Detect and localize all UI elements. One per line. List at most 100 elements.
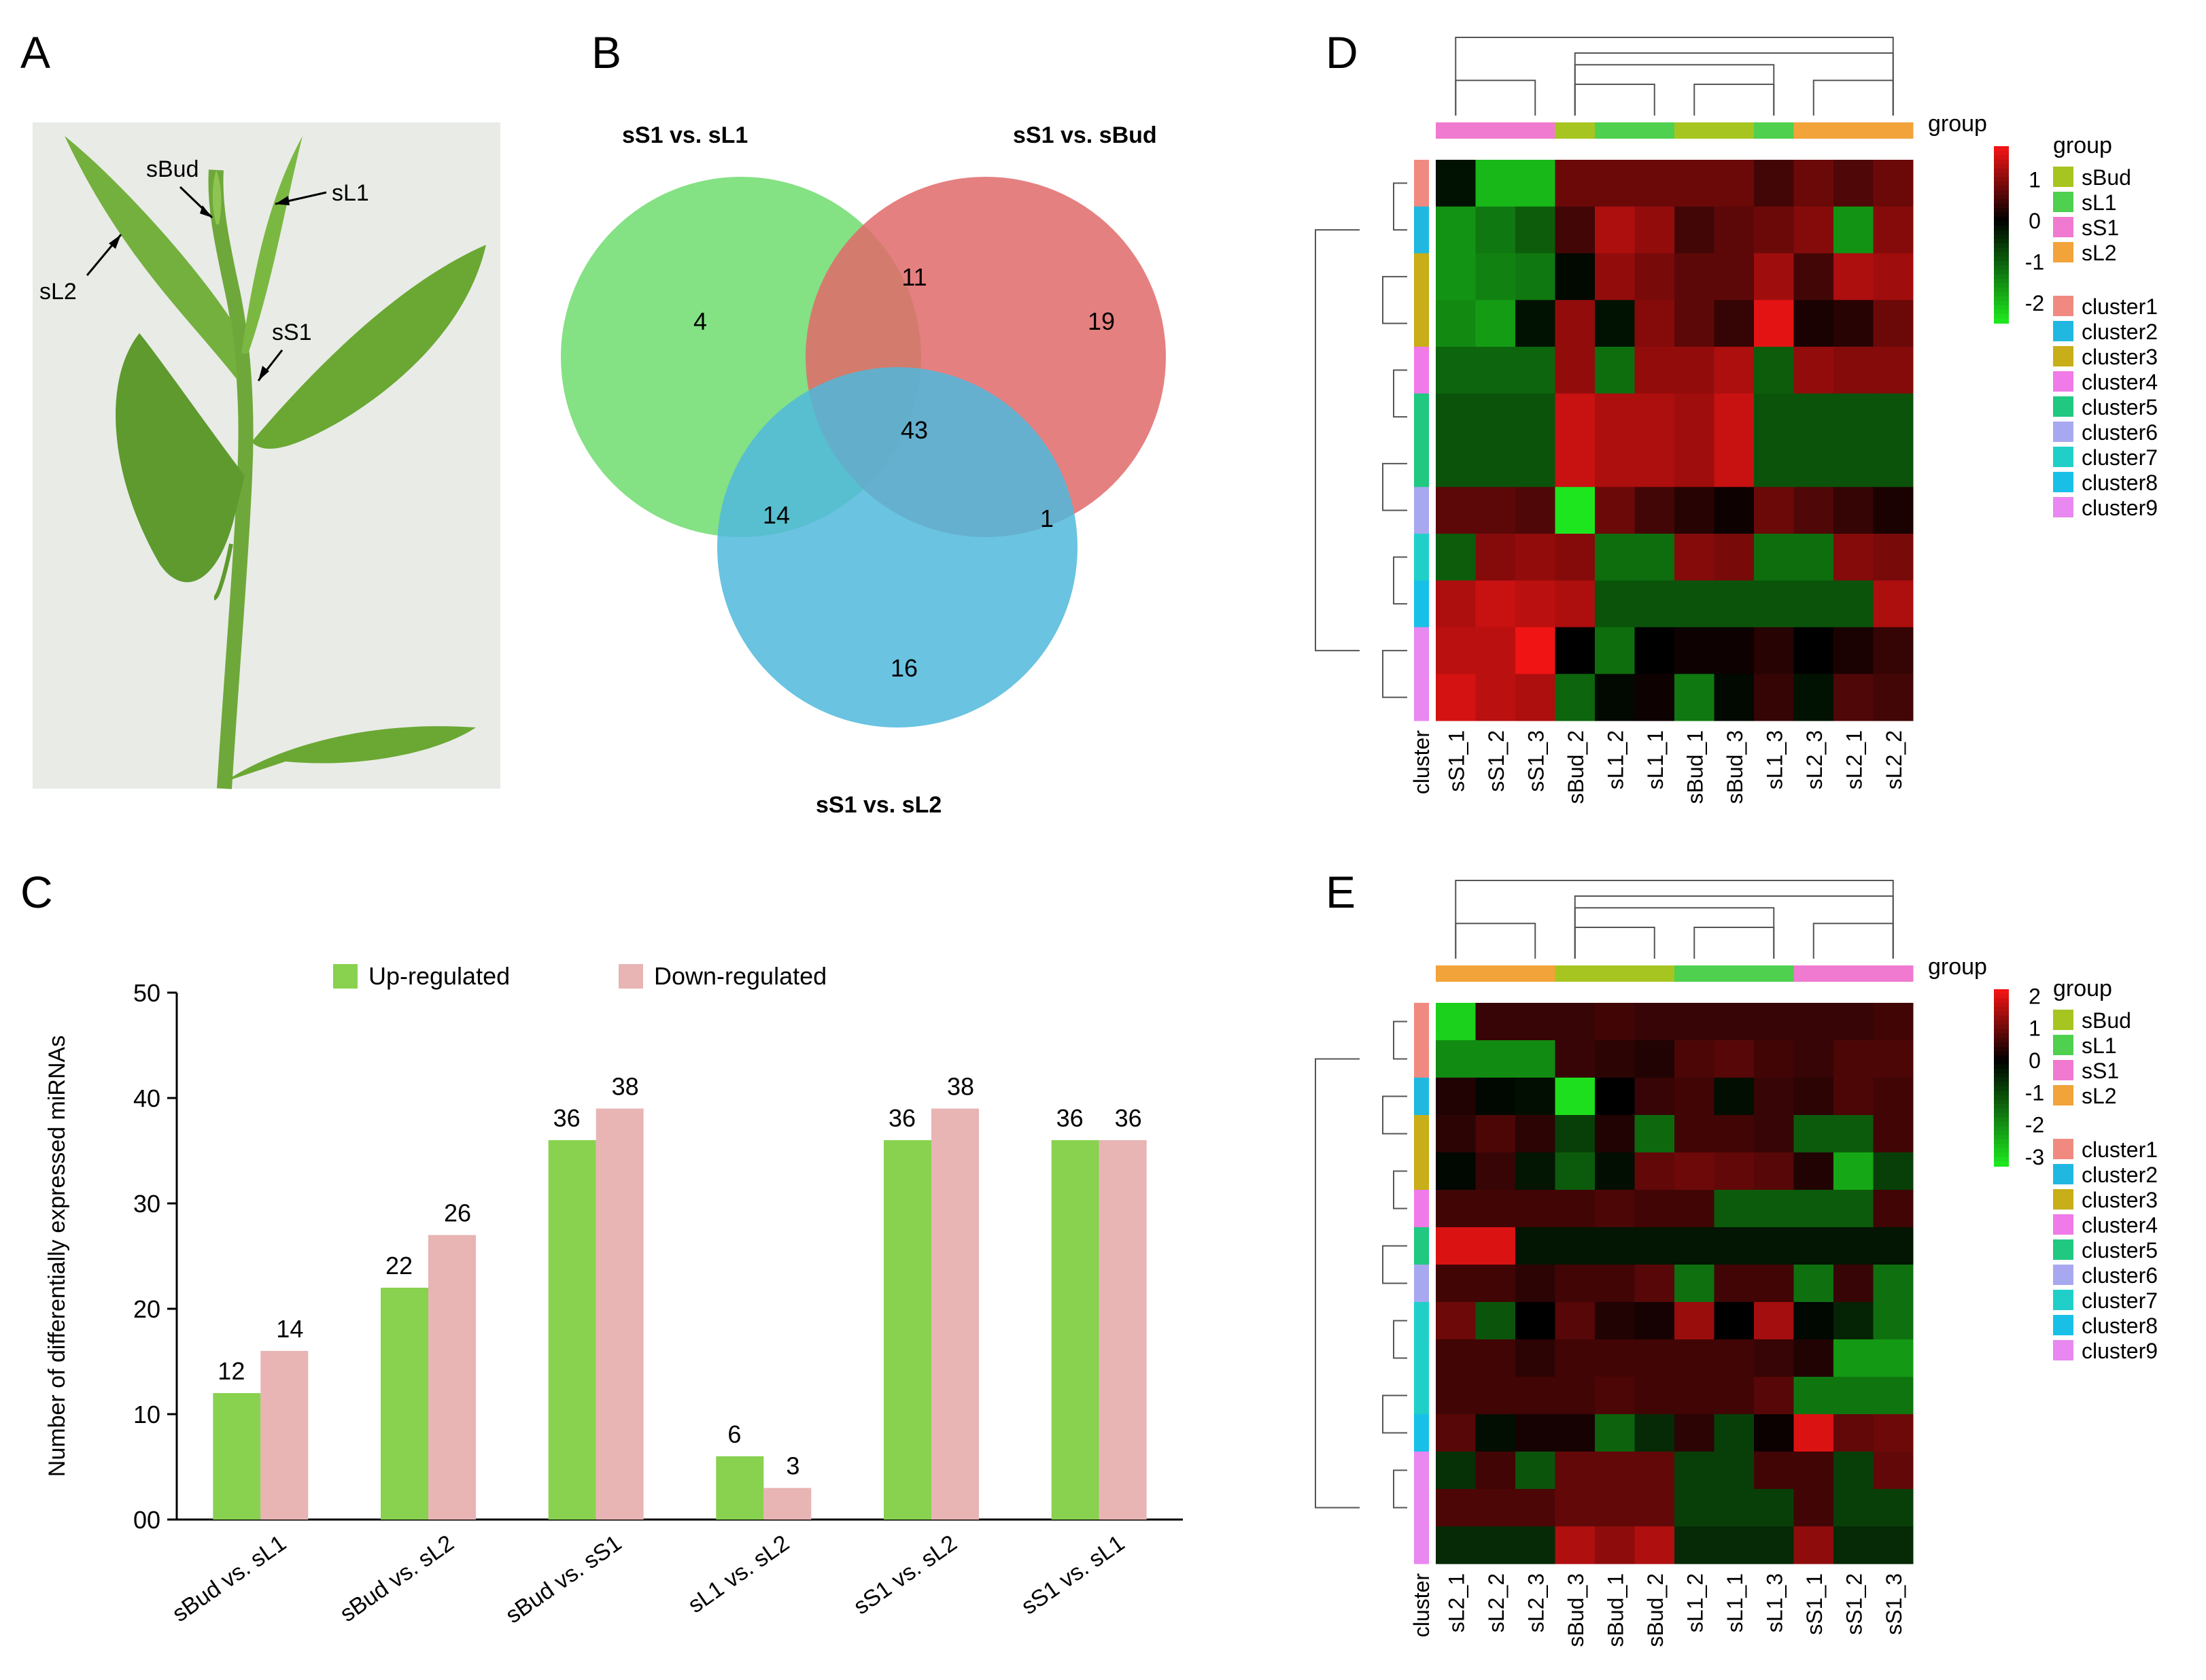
heatmap-cell (1754, 253, 1794, 301)
group-bar-cell (1475, 965, 1516, 982)
heatmap-cell (1515, 1377, 1555, 1415)
heatmap-cell (1793, 300, 1834, 347)
heatmap-cell (1674, 487, 1714, 534)
cluster-legend-swatch (2053, 296, 2073, 316)
x-tick-label: sS1 vs. sL1 (1016, 1530, 1129, 1619)
cluster-bar-cell (1414, 674, 1429, 721)
colorbar-segment (1994, 190, 2009, 196)
panel-d: D group sS1_1 sS1_2 sS1_3 sBud_2 sL1_2 sL1_1 sB… (1315, 27, 2158, 804)
colorbar-segment (1994, 288, 2009, 293)
heatmap-cell (1714, 627, 1755, 674)
heatmap-cell (1515, 1078, 1555, 1116)
dendrogram-branch (1693, 927, 1775, 959)
dendrogram-branch (1382, 275, 1407, 324)
colorbar-segment (1994, 1029, 2009, 1034)
heatmap-cell (1634, 580, 1675, 628)
heatmap-cell (1555, 1003, 1596, 1041)
dendrogram-branch (1393, 1320, 1407, 1359)
heatmap-cell (1873, 1003, 1914, 1041)
group-bar-cell (1595, 122, 1635, 139)
column-label: sBud_1 (1603, 1573, 1627, 1647)
heatmap-cell (1595, 393, 1635, 441)
panel-c-letter: C (20, 867, 53, 917)
heatmap-e: group sL2_1 sL2_2 sL2_3 sBud_3 sBud_1 sBud_2 sL… (1315, 880, 2158, 1647)
cluster-legend-swatch (2053, 497, 2073, 517)
label-sbud: sBud (146, 156, 199, 182)
heatmap-cell (1674, 1452, 1714, 1490)
colorbar-segment (1994, 1033, 2009, 1039)
cluster-legend-label: cluster5 (2082, 1238, 2158, 1263)
heatmap-cell (1833, 253, 1874, 301)
colorbar-tick-label: -1 (2025, 250, 2044, 274)
heatmap-cell (1555, 1190, 1596, 1228)
colorbar-tick-label: 0 (2029, 1048, 2041, 1073)
heatmap-cell (1555, 1115, 1596, 1153)
group-bar-cell (1833, 122, 1874, 139)
group-bar-cell (1515, 122, 1555, 139)
panel-b-letter: B (591, 27, 621, 78)
colorbar-segment (1994, 1152, 2009, 1158)
heatmap-cell (1873, 393, 1914, 441)
heatmap-cell (1436, 1265, 1476, 1303)
heatmap-cell (1674, 1190, 1714, 1228)
heatmap-cell (1793, 253, 1834, 301)
heatmap-cell (1595, 440, 1635, 487)
heatmap-cell (1515, 300, 1555, 347)
bar-0-4 (884, 1140, 931, 1520)
heatmap-cell (1555, 347, 1596, 394)
colorbar-segment (1994, 177, 2009, 182)
heatmap-cell (1714, 1115, 1755, 1153)
heatmap-cell (1436, 206, 1476, 254)
column-label: sBud_3 (1723, 730, 1747, 804)
column-label: sL1_2 (1603, 730, 1627, 789)
cluster-legend-label: cluster6 (2082, 420, 2158, 445)
colorbar-segment (1994, 1055, 2009, 1061)
heatmap-cell (1515, 347, 1555, 394)
heatmap-cell (1436, 487, 1476, 534)
heatmap-cell (1873, 1115, 1914, 1153)
legend-swatch-0 (333, 964, 358, 989)
heatmap-cell (1634, 1190, 1675, 1228)
dendrogram-branch (1455, 37, 1894, 116)
bar-value-label: 3 (786, 1452, 799, 1480)
colorbar-segment (1994, 261, 2009, 267)
heatmap-d: group sS1_1 sS1_2 sS1_3 sBud_2 sL1_2 sL1_1 sBud… (1315, 37, 2158, 804)
heatmap-cell (1714, 1302, 1755, 1340)
group-legend-label: sL2 (2082, 241, 2117, 265)
colorbar-segment (1994, 1099, 2009, 1105)
group-bar-cell (1833, 965, 1874, 982)
heatmap-cell (1714, 1526, 1755, 1564)
heatmap-cell (1555, 1265, 1596, 1303)
heatmap-cell (1833, 1078, 1874, 1116)
heatmap-cell (1475, 580, 1516, 628)
cluster-bar-cell (1414, 347, 1429, 394)
column-dendrogram (1455, 37, 1894, 116)
column-label: sL1_1 (1643, 730, 1668, 789)
heatmap-cell (1634, 1526, 1675, 1564)
column-label: sBud_3 (1564, 1573, 1588, 1647)
cluster-bar-cell (1414, 1003, 1429, 1041)
dendrogram-branch (1393, 1021, 1407, 1060)
heatmap-cell (1595, 1078, 1635, 1116)
cluster-legend-swatch (2053, 447, 2073, 467)
heatmap-cell (1833, 1190, 1874, 1228)
heatmap-cell (1436, 253, 1476, 301)
group-legend-label: sBud (2082, 1008, 2131, 1033)
venn-set-label-3: sS1 vs. sL2 (816, 792, 942, 818)
dendrogram-branch (1455, 880, 1894, 959)
bar-value-label: 38 (612, 1073, 639, 1101)
colorbar-segment (1994, 1060, 2009, 1065)
colorbar-segment (1994, 1139, 2009, 1145)
bar-1-1 (428, 1235, 476, 1520)
heatmap-cell (1674, 253, 1714, 301)
heatmap-cell (1833, 1339, 1874, 1377)
heatmap-cell (1754, 1003, 1794, 1041)
heatmap-cell (1754, 1152, 1794, 1190)
cluster-legend-label: cluster4 (2082, 1213, 2158, 1237)
colorbar-segment (1994, 1161, 2009, 1167)
heatmap-cell (1754, 534, 1794, 581)
colorbar-segment (1994, 318, 2009, 324)
colorbar-segment (1994, 256, 2009, 262)
heatmap-cell (1515, 440, 1555, 487)
heatmap-cell (1873, 253, 1914, 301)
